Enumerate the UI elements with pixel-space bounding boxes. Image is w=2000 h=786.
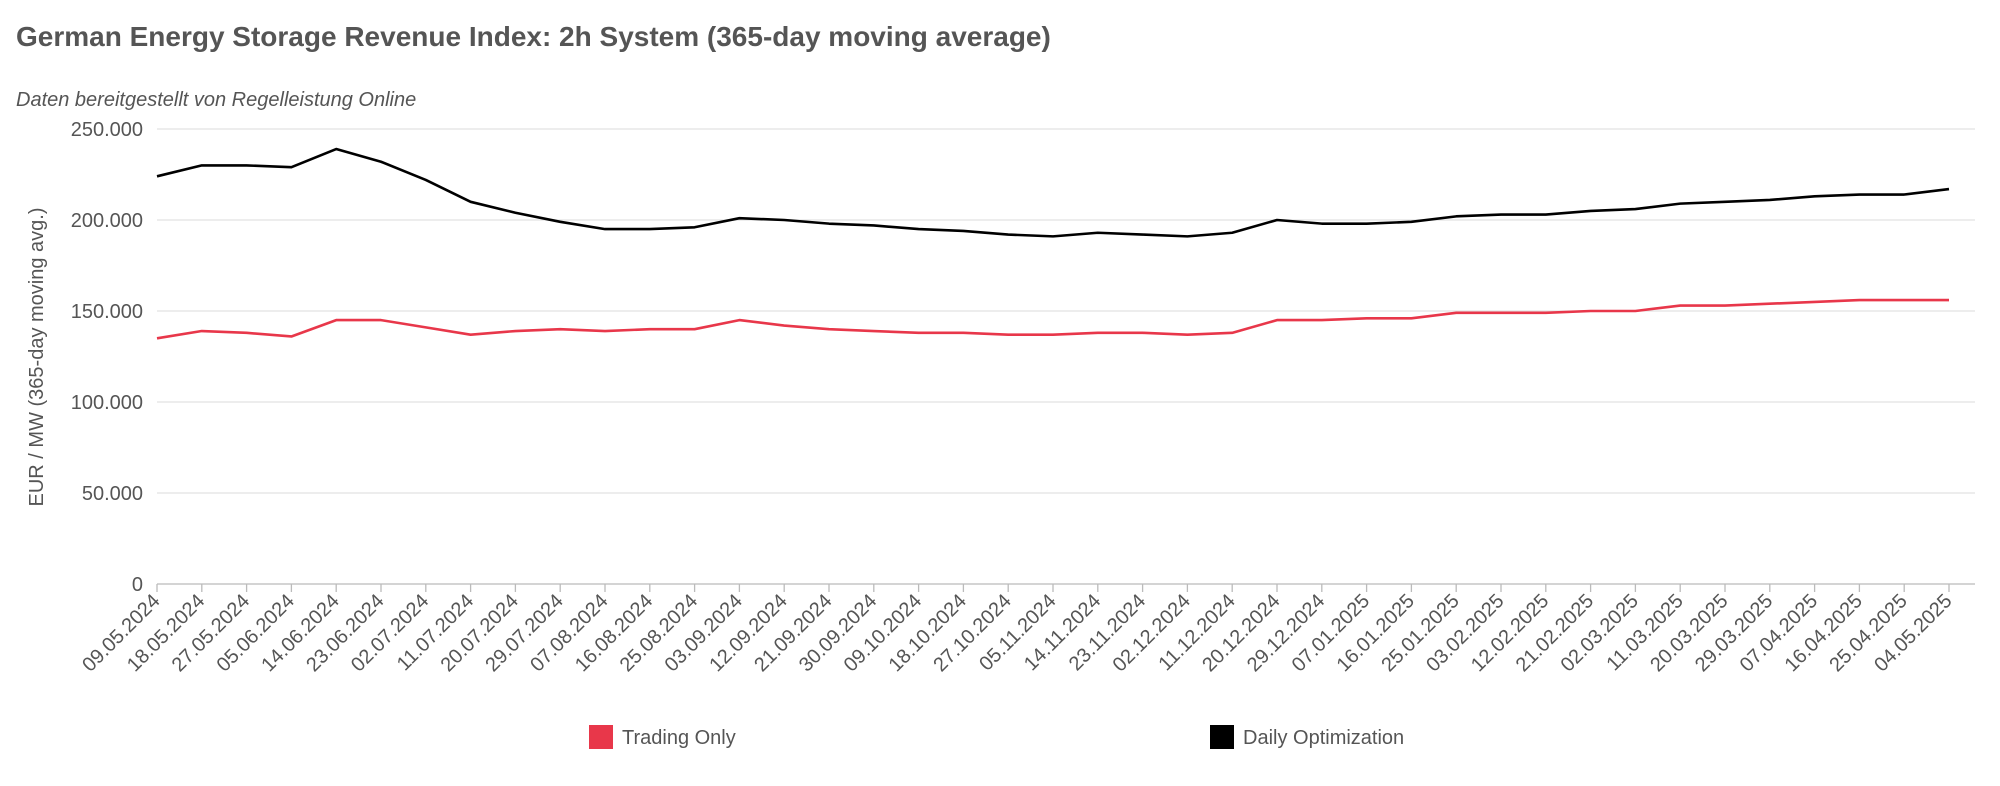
line xyxy=(156,147,1950,238)
legend-swatch xyxy=(1210,725,1234,749)
y-axis-title: EUR / MW (365-day moving avg.) xyxy=(26,208,48,507)
legend-label: Trading Only xyxy=(622,727,736,749)
y-tick-label: 100.000 xyxy=(71,392,143,414)
legend-label: Daily Optimization xyxy=(1243,727,1404,749)
y-tick-label: 200.000 xyxy=(71,210,143,232)
chart-title: German Energy Storage Revenue Index: 2h … xyxy=(16,21,1051,52)
y-tick-label: 150.000 xyxy=(71,301,143,323)
y-tick-label: 0 xyxy=(132,574,143,596)
legend-swatch xyxy=(589,725,613,749)
line xyxy=(156,298,1949,340)
y-tick-label: 50.000 xyxy=(82,483,143,505)
chart-subtitle: Daten bereitgestellt von Regelleistung O… xyxy=(16,89,416,111)
y-tick-label: 250.000 xyxy=(71,119,143,141)
